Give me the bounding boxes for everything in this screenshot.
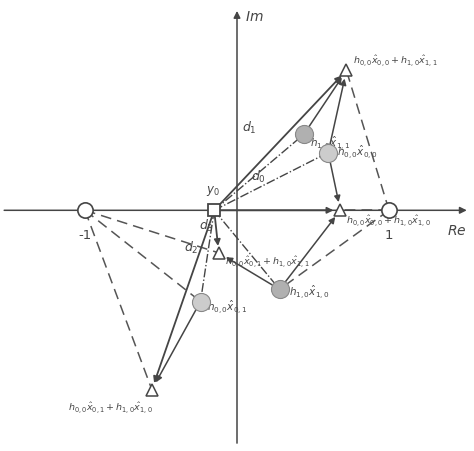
Text: -1: -1 bbox=[78, 229, 91, 242]
Text: $h_{0,0}\hat{x}_{0,1}+h_{1,0}\hat{x}_{1,1}$: $h_{0,0}\hat{x}_{0,1}+h_{1,0}\hat{x}_{1,… bbox=[225, 254, 310, 270]
Text: $h_{0,0}\hat{x}_{0,1}+h_{1,0}\hat{x}_{1,0}$: $h_{0,0}\hat{x}_{0,1}+h_{1,0}\hat{x}_{1,… bbox=[68, 400, 153, 416]
Text: $h_{0,0}\hat{x}_{0,0}+h_{1,0}\hat{x}_{1,0}$: $h_{0,0}\hat{x}_{0,0}+h_{1,0}\hat{x}_{1,… bbox=[346, 213, 431, 229]
Text: $d_0$: $d_0$ bbox=[251, 169, 266, 185]
Text: $h_{0,0}\hat{x}_{0,0}+h_{1,0}\hat{x}_{1,1}$: $h_{0,0}\hat{x}_{0,0}+h_{1,0}\hat{x}_{1,… bbox=[353, 54, 437, 69]
Text: $h_{0,0}\hat{x}_{0,1}$: $h_{0,0}\hat{x}_{0,1}$ bbox=[207, 299, 247, 316]
Text: $\mathit{Re}$: $\mathit{Re}$ bbox=[447, 224, 466, 238]
Text: $h_{1,0}\hat{x}_{1,1}$: $h_{1,0}\hat{x}_{1,1}$ bbox=[310, 135, 350, 152]
Text: $\mathit{Im}$: $\mathit{Im}$ bbox=[245, 9, 263, 23]
Text: $h_{1,0}\hat{x}_{1,0}$: $h_{1,0}\hat{x}_{1,0}$ bbox=[289, 284, 329, 301]
Text: $d_1$: $d_1$ bbox=[242, 120, 256, 136]
Text: $y_0$: $y_0$ bbox=[206, 184, 219, 198]
Text: $d_2$: $d_2$ bbox=[184, 240, 199, 256]
Text: $h_{0,0}\hat{x}_{0,0}$: $h_{0,0}\hat{x}_{0,0}$ bbox=[337, 144, 378, 161]
Text: $d_3$: $d_3$ bbox=[199, 217, 214, 234]
Text: 1: 1 bbox=[385, 229, 393, 242]
